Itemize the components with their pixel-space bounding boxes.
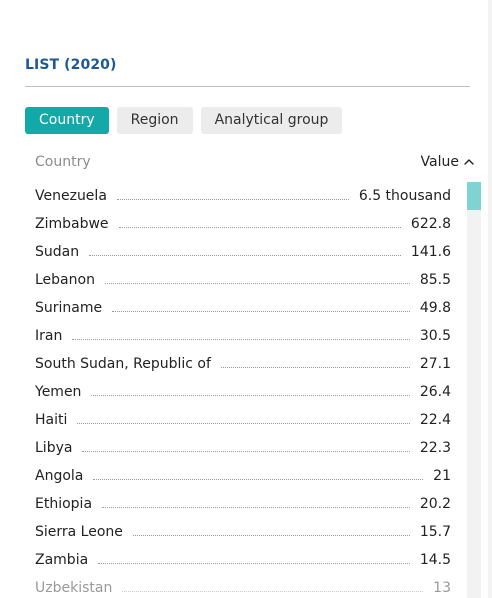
country-value: 30.5 [419, 328, 451, 344]
country-name: Lebanon [35, 272, 95, 288]
country-name: Suriname [35, 300, 103, 316]
country-name: Yemen [35, 384, 82, 400]
country-value: 49.8 [419, 300, 451, 316]
country-name: Angola [35, 468, 84, 484]
tab-analytical-group[interactable]: Analytical group [200, 107, 343, 134]
tab-region[interactable]: Region [116, 107, 193, 134]
section-title: LIST (2020) [25, 57, 117, 73]
dot-leader [104, 282, 410, 284]
country-value: 622.8 [410, 216, 451, 232]
country-value: 6.5 thousand [358, 188, 451, 204]
dot-leader [82, 450, 410, 452]
country-value: 27.1 [419, 356, 451, 372]
list-item[interactable]: Zimbabwe 622.8 [35, 210, 451, 238]
dot-leader [116, 198, 349, 200]
dot-leader [91, 394, 410, 396]
country-value: 85.5 [419, 272, 451, 288]
list-item[interactable]: Lebanon 85.5 [35, 266, 451, 294]
country-name: Haiti [35, 412, 68, 428]
panel-edge [488, 0, 492, 598]
list-item[interactable]: Venezuela 6.5 thousand [35, 182, 451, 210]
country-value: 15.7 [419, 524, 451, 540]
list-item[interactable]: Yemen 26.4 [35, 378, 451, 406]
list-item[interactable]: Uzbekistan 13 [35, 574, 451, 598]
country-name: Iran [35, 328, 63, 344]
country-value: 14.5 [419, 552, 451, 568]
list-item[interactable]: Angola 21 [35, 462, 451, 490]
dot-leader [89, 254, 401, 256]
list-item[interactable]: Zambia 14.5 [35, 546, 451, 574]
country-value: 22.4 [419, 412, 451, 428]
scrollbar-thumb[interactable] [467, 182, 481, 210]
dot-leader [132, 534, 410, 536]
column-header-value-label: Value [420, 154, 459, 170]
dot-leader [93, 478, 424, 480]
list-item[interactable]: Suriname 49.8 [35, 294, 451, 322]
dot-leader [220, 366, 410, 368]
chevron-up-icon [464, 159, 474, 165]
country-name: Ethiopia [35, 496, 93, 512]
list-scrollbar[interactable] [467, 182, 481, 598]
country-value: 20.2 [419, 496, 451, 512]
dot-leader [118, 226, 401, 228]
country-list: Venezuela 6.5 thousand Zimbabwe 622.8 Su… [35, 182, 451, 598]
dot-leader [112, 310, 410, 312]
list-item[interactable]: Haiti 22.4 [35, 406, 451, 434]
title-divider [25, 86, 470, 87]
dot-leader [98, 562, 410, 564]
country-value: 141.6 [410, 244, 451, 260]
country-name: Libya [35, 440, 73, 456]
list-item[interactable]: Sierra Leone 15.7 [35, 518, 451, 546]
country-value: 13 [433, 580, 451, 596]
country-name: Zambia [35, 552, 89, 568]
country-name: Sudan [35, 244, 80, 260]
country-name: Uzbekistan [35, 580, 113, 596]
country-name: South Sudan, Republic of [35, 356, 211, 372]
country-value: 22.3 [419, 440, 451, 456]
column-header-country[interactable]: Country [35, 154, 91, 170]
country-name: Sierra Leone [35, 524, 123, 540]
list-item[interactable]: South Sudan, Republic of 27.1 [35, 350, 451, 378]
country-name: Zimbabwe [35, 216, 109, 232]
dot-leader [72, 338, 410, 340]
tab-country[interactable]: Country [25, 107, 109, 134]
column-header-value[interactable]: Value [421, 154, 475, 170]
grouping-tabs: Country Region Analytical group [25, 107, 343, 134]
list-item[interactable]: Iran 30.5 [35, 322, 451, 350]
list-item[interactable]: Sudan 141.6 [35, 238, 451, 266]
list-item[interactable]: Libya 22.3 [35, 434, 451, 462]
dot-leader [122, 590, 424, 592]
country-value: 21 [433, 468, 451, 484]
dot-leader [77, 422, 410, 424]
country-value: 26.4 [419, 384, 451, 400]
table-header: Country Value [35, 154, 475, 174]
dot-leader [102, 506, 410, 508]
country-name: Venezuela [35, 188, 107, 204]
list-item[interactable]: Ethiopia 20.2 [35, 490, 451, 518]
